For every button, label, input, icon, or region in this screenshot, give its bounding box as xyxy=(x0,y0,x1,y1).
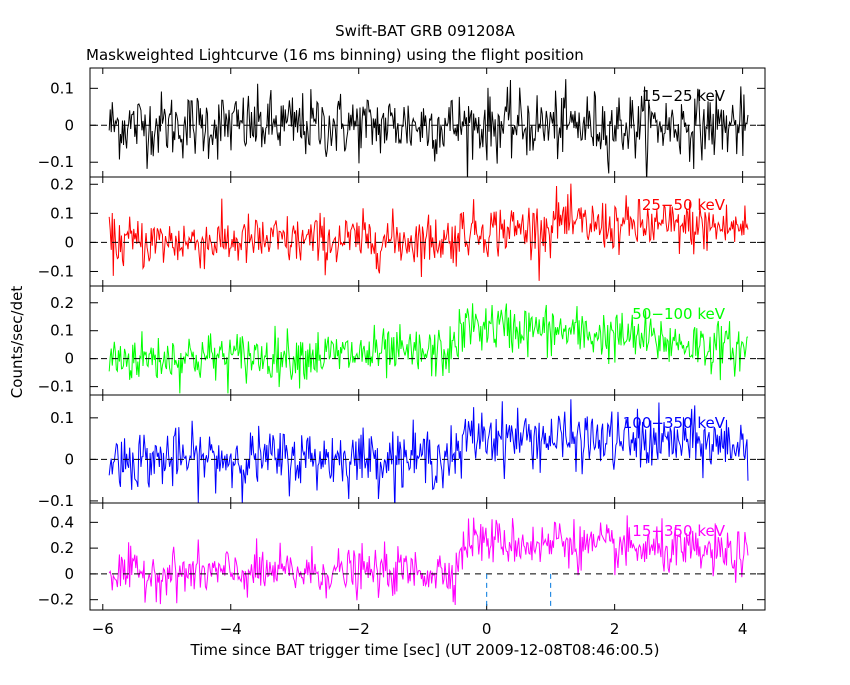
panel-15-350-kev: −0.2 0 0.2 0.4 15−350 keV xyxy=(38,502,766,611)
panel-frame-0 xyxy=(89,67,766,178)
panel-frame-1 xyxy=(89,176,766,287)
panel-50-100-kev: −0.1 0 0.1 0.2 50−100 keV xyxy=(38,285,766,396)
panel-100-350-kev: −0.1 0 0.1 100−350 keV xyxy=(38,394,766,510)
band-label-3: 100−350 keV xyxy=(623,414,726,432)
y-tick-label-2-0: −0.1 xyxy=(38,378,74,396)
series-line-0 xyxy=(108,79,749,177)
band-label-1: 25−50 keV xyxy=(642,196,726,214)
y-tick-label-0-0: −0.1 xyxy=(38,153,74,171)
x-axis-label: Time since BAT trigger time [sec] (UT 20… xyxy=(190,641,660,659)
y-tick-label-4-1: 0 xyxy=(64,565,74,583)
band-label-2: 50−100 keV xyxy=(632,305,725,323)
y-tick-label-2-3: 0.2 xyxy=(50,294,74,312)
y-tick-label-4-2: 0.2 xyxy=(50,539,74,557)
chart-title: Swift-BAT GRB 091208A xyxy=(335,22,515,40)
x-tick-label-0: −6 xyxy=(92,620,114,638)
x-tick-label-5: 4 xyxy=(738,620,748,638)
band-label-4: 15−350 keV xyxy=(632,522,725,540)
y-tick-label-4-3: 0.4 xyxy=(50,513,74,531)
y-tick-label-2-2: 0.1 xyxy=(50,322,74,340)
y-tick-label-1-0: −0.1 xyxy=(38,262,74,280)
y-tick-label-3-2: 0.1 xyxy=(50,409,74,427)
series-line-2 xyxy=(108,303,749,394)
series-line-3 xyxy=(108,399,749,503)
series-line-4 xyxy=(108,515,749,605)
y-axis-label: Counts/sec/det xyxy=(8,286,26,399)
panel-15-25-kev: −0.1 0 0.1 15−25 keV xyxy=(38,67,766,178)
y-tick-label-4-0: −0.2 xyxy=(38,591,74,609)
panel-25-50-kev: −0.1 0 0.1 0.2 25−50 keV xyxy=(38,175,766,287)
y-tick-label-0-1: 0 xyxy=(64,116,74,134)
panels-layer: −0.100.1 15−25 keV−0.100.10.225−50 keV−0.… xyxy=(38,67,766,611)
y-tick-label-1-3: 0.2 xyxy=(50,175,74,193)
y-tick-label-3-1: 0 xyxy=(64,450,74,468)
x-tick-label-3: 0 xyxy=(482,620,492,638)
x-tick-label-2: −2 xyxy=(348,620,370,638)
chart-subtitle: Maskweighted Lightcurve (16 ms binning) … xyxy=(86,46,584,64)
y-tick-label-3-0: −0.1 xyxy=(38,492,74,510)
y-tick-label-0-2: 0.1 xyxy=(50,79,74,97)
x-tick-label-4: 2 xyxy=(610,620,620,638)
x-tick-label-1: −4 xyxy=(220,620,242,638)
y-tick-label-1-2: 0.1 xyxy=(50,204,74,222)
y-tick-label-2-1: 0 xyxy=(64,350,74,368)
series-line-1 xyxy=(108,183,749,281)
band-label-0: 15−25 keV xyxy=(642,87,726,105)
panel-frame-4 xyxy=(89,502,766,611)
x-axis: −6 −4 −2 0 2 4 xyxy=(92,573,748,638)
y-tick-label-1-1: 0 xyxy=(64,233,74,251)
